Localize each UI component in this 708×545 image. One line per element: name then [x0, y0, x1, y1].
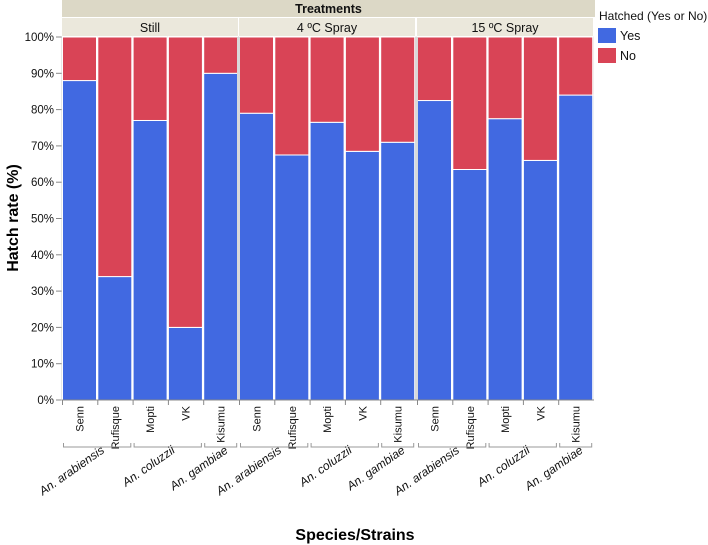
- panel-label-box: [62, 18, 238, 36]
- legend: Hatched (Yes or No) Yes No: [598, 9, 707, 63]
- treatments-header-title: Treatments: [295, 2, 362, 16]
- panel-label-box: [417, 18, 593, 36]
- bar-no: [97, 36, 133, 278]
- legend-swatch-yes: [598, 28, 616, 43]
- bar-yes: [344, 150, 380, 401]
- y-tick-label: 40%: [31, 250, 54, 262]
- bar-yes: [417, 100, 452, 401]
- x-tick-label: Kisumu: [571, 406, 583, 443]
- bar-no: [558, 36, 594, 96]
- legend-title: Hatched (Yes or No): [599, 9, 707, 23]
- species-group-bracket: [381, 443, 415, 448]
- x-tick-label: Senn: [430, 406, 442, 432]
- y-tick-label: 20%: [31, 322, 54, 334]
- bar-no: [487, 36, 523, 120]
- y-tick-label: 50%: [31, 214, 54, 226]
- x-tick-label: Mopti: [322, 406, 334, 433]
- x-tick-label: Mopti: [500, 406, 512, 433]
- x-tick-label: Rufisque: [110, 406, 122, 449]
- bar-yes: [452, 168, 488, 401]
- x-tick-label: Kisumu: [393, 406, 405, 443]
- x-tick-label: VK: [180, 405, 192, 420]
- bar-no: [309, 36, 345, 123]
- species-group-bracket: [204, 443, 238, 448]
- bar-yes: [239, 112, 274, 401]
- x-tick-label: Senn: [252, 406, 264, 432]
- x-tick-label: Rufisque: [465, 406, 477, 449]
- legend-label-yes: Yes: [620, 29, 640, 43]
- bar-yes: [274, 154, 310, 401]
- bar-no: [417, 36, 452, 102]
- bar-no: [239, 36, 274, 114]
- bar-yes: [558, 94, 594, 401]
- bar-yes: [203, 72, 239, 401]
- y-tick-label: 60%: [31, 177, 54, 189]
- x-tick-label: Kisumu: [216, 406, 228, 443]
- panel-label: 15 ºC Spray: [471, 21, 539, 35]
- panel-label: 4 ºC Spray: [297, 21, 358, 35]
- bar-yes: [132, 119, 168, 401]
- panel-divider: [237, 37, 240, 400]
- bar-yes: [62, 80, 97, 401]
- x-tick-label: Rufisque: [287, 406, 299, 449]
- y-axis-title: Hatch rate (%): [5, 164, 22, 272]
- species-group-bracket: [133, 443, 202, 448]
- bar-no: [167, 36, 203, 328]
- bar-yes: [309, 121, 345, 401]
- x-tick-label: VK: [357, 405, 369, 420]
- bar-yes: [522, 159, 558, 401]
- species-group-bracket: [488, 443, 557, 448]
- legend-label-no: No: [620, 49, 636, 63]
- x-tick-label: Mopti: [145, 406, 157, 433]
- panel-divider: [415, 37, 418, 400]
- y-tick-label: 80%: [31, 105, 54, 117]
- species-group-bracket: [63, 443, 132, 448]
- bar-no: [132, 36, 168, 121]
- y-tick-label: 70%: [31, 141, 54, 153]
- bar-no: [452, 36, 488, 170]
- bar-yes: [487, 118, 523, 401]
- y-tick-label: 0%: [37, 395, 54, 407]
- bar-no: [522, 36, 558, 161]
- y-tick-label: 30%: [31, 286, 54, 298]
- treatments-header: [62, 0, 595, 17]
- panel-label: Still: [140, 21, 160, 35]
- bar-yes: [380, 141, 416, 401]
- bar-no: [62, 36, 97, 82]
- species-group-bracket: [240, 443, 309, 448]
- y-tick-label: 90%: [31, 68, 54, 80]
- x-tick-label: VK: [535, 405, 547, 420]
- bar-no: [274, 36, 310, 156]
- bars: [61, 36, 594, 401]
- species-group-bracket: [310, 443, 379, 448]
- y-tick-label: 100%: [25, 32, 54, 44]
- x-axis-title: Species/Strains: [295, 527, 414, 544]
- panel-labels: Still 4 ºC Spray 15 ºC Spray: [62, 18, 593, 36]
- species-group-bracket: [418, 443, 487, 448]
- panel-label-box: [239, 18, 415, 36]
- bar-yes: [167, 326, 203, 401]
- legend-swatch-no: [598, 48, 616, 63]
- bar-no: [344, 36, 380, 152]
- bar-yes: [97, 276, 133, 401]
- species-group-bracket: [559, 443, 593, 448]
- y-tick-label: 10%: [31, 359, 54, 371]
- bar-no: [203, 36, 239, 74]
- x-tick-label: Senn: [75, 406, 87, 432]
- bar-no: [380, 36, 416, 143]
